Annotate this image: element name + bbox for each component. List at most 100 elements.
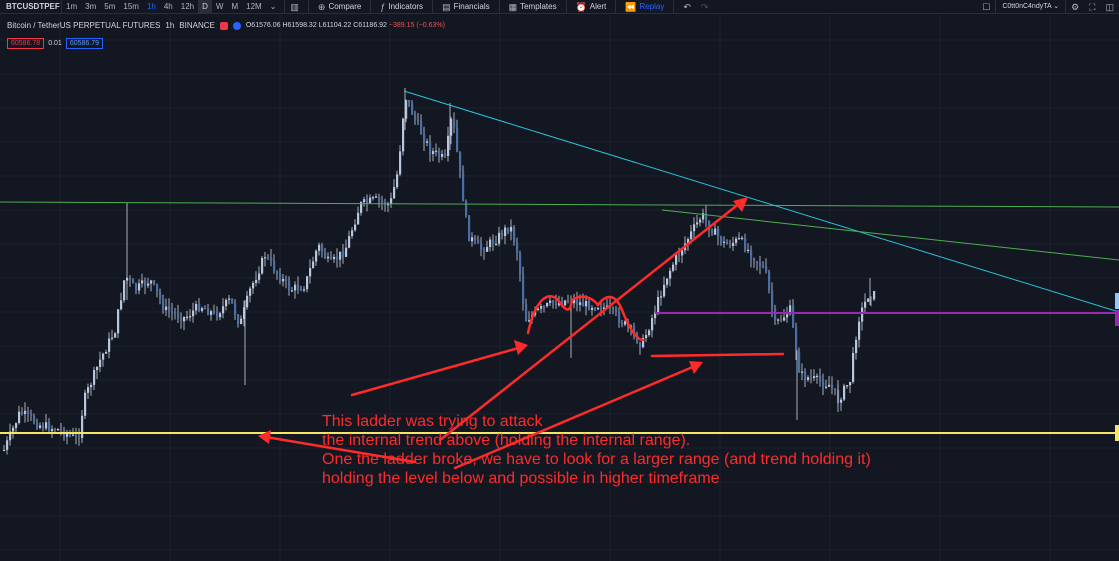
candle-body: [21, 411, 24, 414]
compare-button[interactable]: ⊕ Compare: [313, 0, 366, 14]
candle-body: [765, 266, 768, 272]
layout-button[interactable]: ☐: [977, 0, 995, 14]
candle-body: [420, 121, 423, 134]
candle-body: [537, 308, 540, 310]
eye-icon[interactable]: [232, 21, 241, 30]
redo-button[interactable]: ↷: [696, 0, 714, 14]
price-chart[interactable]: [0, 15, 1119, 561]
indicators-label: Indicators: [388, 1, 424, 11]
candle-body: [798, 351, 801, 373]
indicators-button[interactable]: ƒ Indicators: [375, 0, 428, 14]
candle-body: [33, 416, 36, 423]
candle-body: [279, 273, 282, 282]
interval-1h[interactable]: 1h: [146, 1, 156, 11]
candle-body: [204, 308, 207, 310]
interval-m[interactable]: M: [231, 1, 239, 11]
low-value: L61104.22: [318, 22, 352, 29]
settings-button[interactable]: ⚙: [1066, 0, 1084, 14]
candle-body: [189, 316, 192, 318]
candle-body: [483, 250, 486, 252]
candle-body: [186, 316, 189, 318]
sell-button[interactable]: 60586.78: [7, 38, 45, 49]
chevron-down-icon[interactable]: ⌄: [269, 1, 277, 11]
order-quantity[interactable]: 0.01: [48, 40, 62, 47]
candle-body: [618, 312, 621, 323]
buy-button[interactable]: 60586.79: [65, 38, 104, 49]
candle-body: [423, 134, 426, 143]
snapshot-button[interactable]: ◫: [1100, 0, 1119, 14]
cyan-downtrend-line[interactable]: [403, 90, 1119, 313]
candle-body: [543, 306, 546, 308]
candle-body: [291, 290, 294, 292]
candle-body: [870, 298, 873, 300]
undo-button[interactable]: ↶: [678, 0, 696, 14]
candle-body: [726, 241, 729, 245]
candle-body: [219, 313, 222, 318]
candle-body: [669, 270, 672, 279]
candle-body: [144, 280, 147, 286]
interval-d[interactable]: D: [198, 0, 212, 14]
toolbar-divider: [673, 0, 675, 14]
candle-body: [603, 307, 606, 310]
interval-12m[interactable]: 12M: [246, 1, 262, 11]
candle-body: [552, 300, 555, 304]
candle-body: [687, 239, 690, 244]
chart-legend: Bitcoin / TetherUS PERPETUAL FUTURES 1h …: [7, 21, 445, 30]
candle-body: [327, 256, 330, 259]
candle-body: [777, 319, 780, 321]
compare-label: Compare: [328, 1, 362, 11]
annotation-line: the internal trend above (holding the in…: [322, 432, 691, 449]
interval-1m[interactable]: 1m: [66, 1, 78, 11]
interval-3m[interactable]: 3m: [85, 1, 97, 11]
candle-body: [225, 299, 228, 307]
candle-body: [846, 385, 849, 387]
candle-body: [213, 311, 216, 313]
user-label: C0tt0nC4ndyTA: [1002, 3, 1052, 10]
interval-12h[interactable]: 12h: [180, 1, 195, 11]
candle-body: [3, 449, 6, 452]
symbol-title[interactable]: Bitcoin / TetherUS PERPETUAL FUTURES: [7, 21, 161, 30]
candle-body: [270, 257, 273, 261]
candle-body: [567, 300, 570, 302]
candle-body: [732, 242, 735, 246]
candle-body: [171, 311, 174, 313]
arrowhead: [258, 430, 271, 444]
alert-button[interactable]: ⏰ Alert: [571, 0, 612, 14]
replay-button[interactable]: ⏪ Replay: [620, 0, 669, 14]
candle-body: [294, 284, 297, 291]
candle-body: [462, 171, 465, 202]
alert-label: Alert: [589, 1, 607, 11]
fullscreen-button[interactable]: ⛶: [1084, 0, 1100, 14]
financials-button[interactable]: ▤ Financials: [437, 0, 495, 14]
candle-body: [288, 280, 291, 292]
interval-4h[interactable]: 4h: [163, 1, 173, 11]
candle-body: [18, 411, 21, 423]
green-resistance-line[interactable]: [0, 201, 1119, 208]
candle-body: [744, 237, 747, 251]
candle-body: [276, 271, 279, 274]
candle-body: [15, 423, 18, 428]
templates-button[interactable]: ▦ Templates: [504, 0, 562, 14]
symbol-search-button[interactable]: BTCUSDTPEF: [0, 0, 62, 14]
interval-selector: 1m 3m 5m 15m 1h 4h 12h D W M 12M ⌄: [62, 0, 286, 14]
candle-body: [615, 308, 618, 313]
candle-body: [450, 118, 453, 136]
interval-w[interactable]: W: [215, 1, 224, 11]
candle-body: [87, 387, 90, 393]
candle-body: [216, 311, 219, 318]
candle-body: [498, 232, 501, 244]
green-internal-trend-line[interactable]: [661, 209, 1119, 261]
candle-body: [249, 288, 252, 296]
interval-5m[interactable]: 5m: [104, 1, 116, 11]
candle-body: [162, 299, 165, 311]
candle-body: [588, 301, 591, 310]
layout-name-button[interactable]: C0tt0nC4ndyTA ⌄: [995, 0, 1067, 14]
interval-15m[interactable]: 15m: [123, 1, 139, 11]
candle-body: [810, 377, 813, 379]
flag-icon[interactable]: [219, 21, 228, 30]
candle-body: [399, 151, 402, 175]
candle-body: [750, 249, 753, 259]
chart-type-button[interactable]: ▥: [285, 0, 304, 14]
candle-body: [252, 282, 255, 289]
candle-body: [756, 261, 759, 263]
